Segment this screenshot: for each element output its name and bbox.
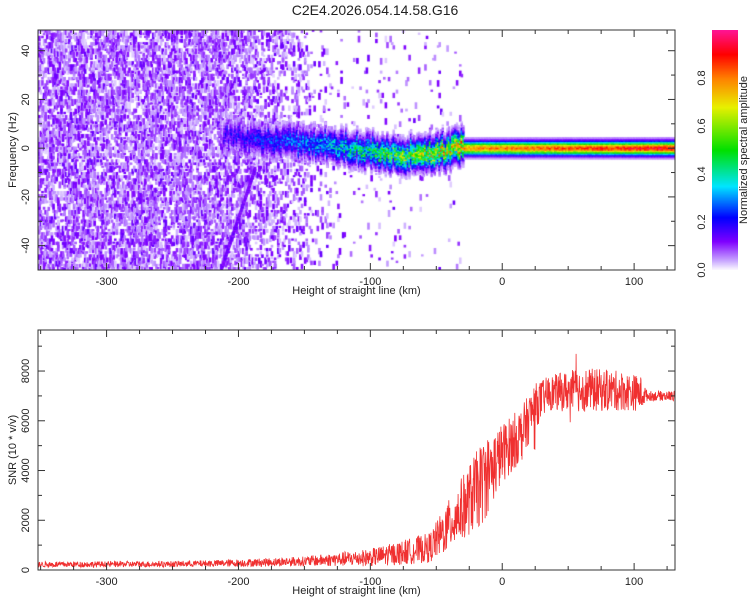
colorbar: [712, 30, 738, 270]
snr-y-axis-label: SNR (10 * v/v): [7, 415, 19, 485]
spectrogram-heatmap: [38, 30, 675, 270]
spectrogram-y-tick-label: 0: [20, 145, 32, 151]
spectrogram-x-tick-label: -100: [359, 276, 381, 288]
snr-x-tick-label: -300: [96, 576, 118, 588]
snr-y-tick-label: 8000: [20, 359, 32, 383]
spectrogram-x-tick-label: -200: [227, 276, 249, 288]
spectrogram-y-tick-label: -40: [20, 238, 32, 254]
colorbar-tick-label: 0.0: [696, 262, 708, 277]
snr-series-line: [37, 353, 676, 569]
colorbar-tick-label: 0.6: [696, 118, 708, 133]
spectrogram-x-tick-label: 100: [625, 276, 643, 288]
snr-x-axis-label: Height of straight line (km): [292, 585, 420, 597]
snr-y-tick-label: 2000: [20, 508, 32, 532]
colorbar-tick-label: 0.2: [696, 214, 708, 229]
snr-x-tick-label: 100: [625, 576, 643, 588]
spectrogram-x-axis-label: Height of straight line (km): [292, 285, 420, 297]
spectrogram-y-tick-label: 20: [20, 93, 32, 105]
colorbar-label: Normalized spectral amplitude: [738, 76, 750, 224]
colorbar-tick-label: 0.8: [696, 70, 708, 85]
snr-x-tick-label: 0: [499, 576, 505, 588]
snr-y-tick-label: 6000: [20, 409, 32, 433]
snr-x-tick-label: -100: [359, 576, 381, 588]
spectrogram-y-axis-label: Frequency (Hz): [7, 112, 19, 188]
snr-x-tick-label: -200: [227, 576, 249, 588]
spectrogram-x-tick-label: 0: [499, 276, 505, 288]
spectrogram-y-tick-label: 40: [20, 45, 32, 57]
chart-title: C2E4.2026.054.14.58.G16: [291, 2, 459, 18]
spectrogram-x-tick-label: -300: [96, 276, 118, 288]
colorbar-tick-label: 0.4: [696, 166, 708, 181]
spectrogram-y-tick-label: -20: [20, 189, 32, 205]
snr-y-tick-label: 4000: [20, 458, 32, 482]
snr-y-tick-label: 0: [20, 567, 32, 573]
snr-frame: [37, 329, 676, 571]
spectrogram-frame: [37, 29, 676, 271]
